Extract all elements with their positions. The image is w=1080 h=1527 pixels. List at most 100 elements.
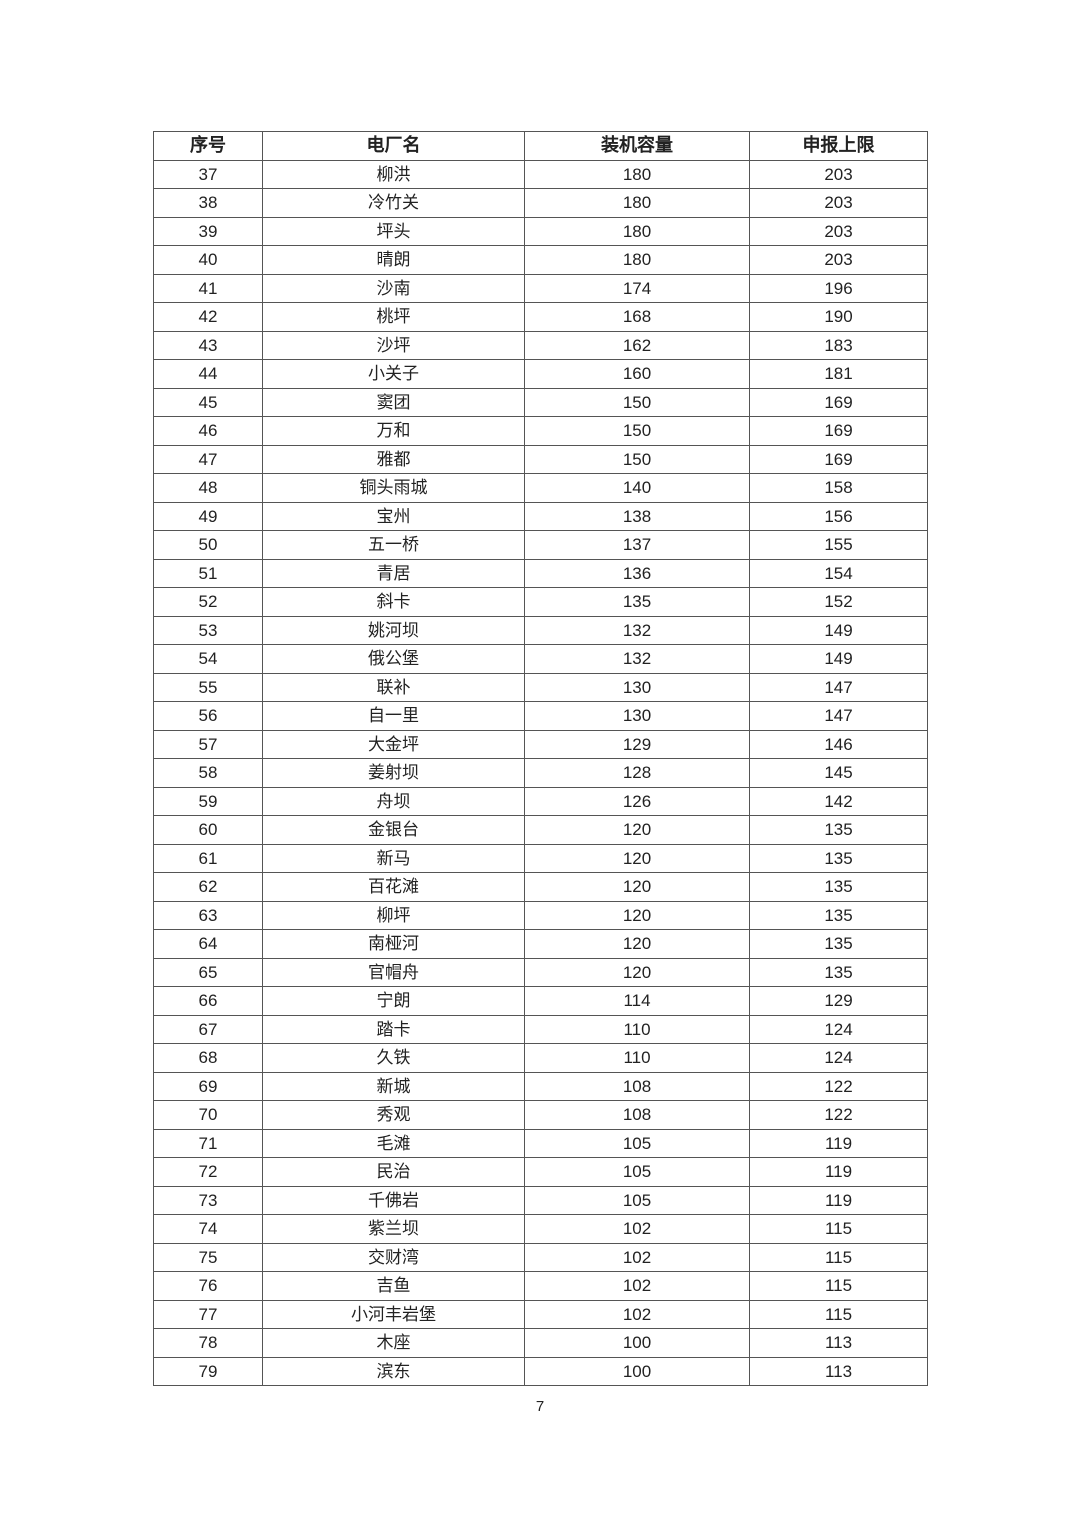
- cell-index: 64: [153, 929, 263, 959]
- cell-plant-name: 万和: [262, 416, 525, 446]
- cell-declared-limit: 135: [749, 815, 928, 845]
- cell-installed-capacity: 160: [524, 359, 750, 389]
- cell-index: 66: [153, 986, 263, 1016]
- cell-plant-name: 五一桥: [262, 530, 525, 560]
- cell-plant-name: 小关子: [262, 359, 525, 389]
- cell-declared-limit: 149: [749, 644, 928, 674]
- cell-index: 76: [153, 1271, 263, 1301]
- table-row: 46 万和 150 169: [153, 416, 928, 446]
- cell-index: 60: [153, 815, 263, 845]
- cell-installed-capacity: 102: [524, 1271, 750, 1301]
- cell-plant-name: 新城: [262, 1071, 525, 1101]
- cell-installed-capacity: 174: [524, 273, 750, 303]
- cell-declared-limit: 169: [749, 387, 928, 417]
- cell-declared-limit: 135: [749, 872, 928, 902]
- cell-declared-limit: 149: [749, 615, 928, 645]
- cell-installed-capacity: 180: [524, 245, 750, 275]
- cell-index: 73: [153, 1185, 263, 1215]
- cell-plant-name: 窦团: [262, 387, 525, 417]
- table-row: 43 沙坪 162 183: [153, 330, 928, 360]
- cell-installed-capacity: 130: [524, 701, 750, 731]
- cell-index: 39: [153, 216, 263, 246]
- cell-plant-name: 大金坪: [262, 729, 525, 759]
- table-header-row: 序号 电厂名 装机容量 申报上限: [153, 131, 928, 161]
- cell-declared-limit: 154: [749, 558, 928, 588]
- cell-declared-limit: 169: [749, 444, 928, 474]
- cell-index: 49: [153, 501, 263, 531]
- cell-declared-limit: 135: [749, 843, 928, 873]
- cell-plant-name: 官帽舟: [262, 957, 525, 987]
- cell-declared-limit: 113: [749, 1356, 928, 1386]
- cell-declared-limit: 115: [749, 1299, 928, 1329]
- table-row: 61 新马 120 135: [153, 843, 928, 873]
- table-row: 76 吉鱼 102 115: [153, 1271, 928, 1301]
- cell-declared-limit: 152: [749, 587, 928, 617]
- cell-plant-name: 木座: [262, 1328, 525, 1358]
- cell-index: 57: [153, 729, 263, 759]
- cell-plant-name: 柳坪: [262, 900, 525, 930]
- table-row: 58 姜射坝 128 145: [153, 758, 928, 788]
- cell-installed-capacity: 129: [524, 729, 750, 759]
- cell-index: 58: [153, 758, 263, 788]
- cell-plant-name: 百花滩: [262, 872, 525, 902]
- table-row: 70 秀观 108 122: [153, 1100, 928, 1130]
- cell-plant-name: 桃坪: [262, 302, 525, 332]
- cell-installed-capacity: 105: [524, 1128, 750, 1158]
- cell-plant-name: 斜卡: [262, 587, 525, 617]
- table-row: 40 晴朗 180 203: [153, 245, 928, 275]
- table-row: 39 坪头 180 203: [153, 216, 928, 246]
- table-row: 74 紫兰坝 102 115: [153, 1214, 928, 1244]
- cell-plant-name: 毛滩: [262, 1128, 525, 1158]
- cell-plant-name: 宁朗: [262, 986, 525, 1016]
- cell-plant-name: 民治: [262, 1157, 525, 1187]
- cell-declared-limit: 203: [749, 245, 928, 275]
- cell-installed-capacity: 114: [524, 986, 750, 1016]
- cell-declared-limit: 190: [749, 302, 928, 332]
- cell-installed-capacity: 120: [524, 957, 750, 987]
- cell-plant-name: 晴朗: [262, 245, 525, 275]
- cell-declared-limit: 135: [749, 957, 928, 987]
- table-row: 78 木座 100 113: [153, 1328, 928, 1358]
- cell-installed-capacity: 120: [524, 843, 750, 873]
- cell-installed-capacity: 132: [524, 615, 750, 645]
- power-plant-table: 序号 电厂名 装机容量 申报上限 37 柳洪 180 203 38 冷竹关 180 203 39…: [153, 131, 928, 1386]
- cell-declared-limit: 115: [749, 1214, 928, 1244]
- table-row: 37 柳洪 180 203: [153, 159, 928, 189]
- cell-installed-capacity: 136: [524, 558, 750, 588]
- table-row: 49 宝州 138 156: [153, 501, 928, 531]
- cell-installed-capacity: 110: [524, 1014, 750, 1044]
- cell-plant-name: 青居: [262, 558, 525, 588]
- cell-plant-name: 沙南: [262, 273, 525, 303]
- cell-index: 47: [153, 444, 263, 474]
- cell-declared-limit: 181: [749, 359, 928, 389]
- cell-plant-name: 紫兰坝: [262, 1214, 525, 1244]
- table-row: 59 舟坝 126 142: [153, 786, 928, 816]
- cell-plant-name: 姜射坝: [262, 758, 525, 788]
- cell-index: 43: [153, 330, 263, 360]
- table-row: 47 雅都 150 169: [153, 444, 928, 474]
- cell-plant-name: 吉鱼: [262, 1271, 525, 1301]
- header-installed-capacity: 装机容量: [524, 131, 750, 161]
- cell-index: 68: [153, 1043, 263, 1073]
- cell-plant-name: 金银台: [262, 815, 525, 845]
- cell-installed-capacity: 150: [524, 416, 750, 446]
- table-row: 62 百花滩 120 135: [153, 872, 928, 902]
- cell-installed-capacity: 150: [524, 444, 750, 474]
- cell-plant-name: 交财湾: [262, 1242, 525, 1272]
- header-index: 序号: [153, 131, 263, 161]
- cell-index: 44: [153, 359, 263, 389]
- cell-plant-name: 宝州: [262, 501, 525, 531]
- cell-index: 55: [153, 672, 263, 702]
- cell-index: 71: [153, 1128, 263, 1158]
- cell-plant-name: 自一里: [262, 701, 525, 731]
- cell-plant-name: 踏卡: [262, 1014, 525, 1044]
- cell-declared-limit: 122: [749, 1071, 928, 1101]
- cell-declared-limit: 124: [749, 1043, 928, 1073]
- cell-index: 78: [153, 1328, 263, 1358]
- table-row: 50 五一桥 137 155: [153, 530, 928, 560]
- cell-index: 53: [153, 615, 263, 645]
- cell-index: 41: [153, 273, 263, 303]
- cell-plant-name: 冷竹关: [262, 188, 525, 218]
- table-row: 67 踏卡 110 124: [153, 1014, 928, 1044]
- cell-index: 72: [153, 1157, 263, 1187]
